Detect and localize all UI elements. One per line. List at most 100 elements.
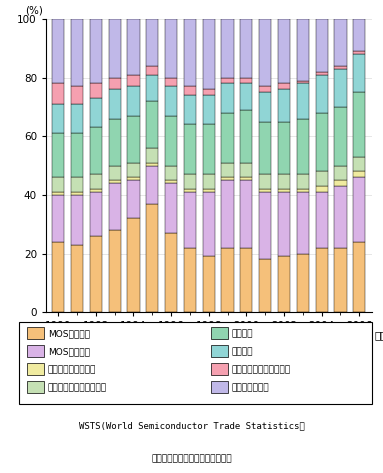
Bar [71,104,83,133]
Bar [297,19,309,80]
Bar [165,233,177,312]
Bar [203,19,215,89]
Bar [203,175,215,189]
Text: ロジック: ロジック [232,329,253,338]
Bar [108,89,121,119]
Bar [52,177,64,192]
Bar [316,19,328,72]
Bar [184,19,196,87]
Bar [240,19,252,78]
Bar [184,192,196,248]
Text: （年）: （年） [375,330,383,340]
Bar [240,78,252,83]
Text: MOSマイクロ: MOSマイクロ [48,347,90,356]
Bar [71,19,83,87]
Bar [71,245,83,312]
Bar [146,19,159,66]
Bar [240,163,252,177]
Bar [316,113,328,171]
Text: センサー・作動装置: センサー・作動装置 [48,365,96,374]
Bar [278,175,290,189]
Bar [259,87,271,92]
Bar [165,78,177,87]
Bar [278,19,290,83]
Text: 世界半導体市場統計）により作成: 世界半導体市場統計）により作成 [151,455,232,464]
Bar [71,192,83,195]
Bar [203,189,215,192]
Bar [146,163,159,166]
Bar [128,180,139,219]
Bar [52,192,64,195]
Bar [353,157,365,171]
Bar [108,119,121,166]
Bar [184,189,196,192]
Bar [259,259,271,312]
Bar [297,80,309,83]
Bar [184,175,196,189]
Bar [334,248,347,312]
Bar [128,219,139,312]
Bar [203,89,215,95]
Bar [221,19,234,78]
Bar [90,83,102,98]
Bar [334,186,347,248]
Bar [90,192,102,236]
Bar [259,189,271,192]
Bar [203,95,215,124]
Bar [240,177,252,180]
Bar [71,87,83,104]
Bar [316,75,328,113]
Text: オプトエレクトロニクス: オプトエレクトロニクス [48,383,107,392]
Bar [221,113,234,163]
Bar [128,163,139,177]
Bar [165,87,177,116]
Bar [334,107,347,166]
Bar [146,101,159,148]
Bar [259,122,271,175]
Bar [316,248,328,312]
Bar [334,69,347,107]
Bar [221,180,234,248]
Bar [334,166,347,180]
Bar [316,192,328,248]
Bar [108,183,121,230]
Text: WSTS(World Semiconductor Trade Statistics：: WSTS(World Semiconductor Trade Statistic… [79,421,304,430]
Bar [297,175,309,189]
Bar [240,110,252,163]
Bar [278,189,290,192]
Bar [184,124,196,175]
Bar [353,171,365,177]
Bar [52,133,64,177]
Bar [71,177,83,192]
Bar [108,230,121,312]
Bar [278,122,290,175]
Bar [316,72,328,75]
Bar [184,87,196,95]
Bar [165,183,177,233]
Text: アナログ: アナログ [232,347,253,356]
Bar [203,192,215,256]
Bar [108,180,121,183]
Bar [52,104,64,133]
Text: デジタル・バイポーラー: デジタル・バイポーラー [232,365,291,374]
Bar [259,19,271,87]
Bar [90,175,102,189]
Bar [146,66,159,75]
Bar [353,54,365,92]
Bar [108,166,121,180]
Bar [240,180,252,248]
Bar [165,180,177,183]
Bar [353,242,365,312]
Bar [52,19,64,83]
Bar [259,92,271,122]
Bar [278,83,290,89]
Bar [353,92,365,157]
Bar [165,19,177,78]
Bar [165,166,177,180]
Bar [297,189,309,192]
Bar [297,119,309,175]
Text: MOSメモリー: MOSメモリー [48,329,90,338]
Bar [259,175,271,189]
Bar [71,195,83,245]
Bar [203,124,215,175]
